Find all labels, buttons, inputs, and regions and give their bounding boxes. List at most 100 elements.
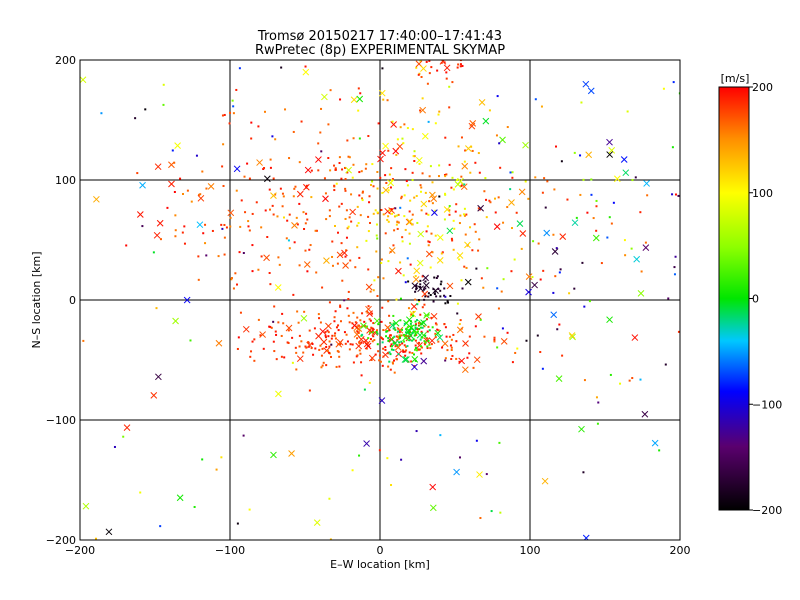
data-point [378, 359, 381, 362]
data-point [573, 151, 576, 154]
data-point [667, 297, 670, 300]
data-point [381, 306, 384, 309]
data-point [204, 242, 207, 245]
data-point [369, 221, 372, 224]
data-point [426, 345, 429, 348]
data-point [329, 538, 332, 540]
data-point [277, 256, 280, 259]
data-point [333, 184, 336, 187]
data-point [358, 454, 361, 457]
data-point [243, 175, 246, 178]
data-point [317, 142, 320, 145]
data-point [422, 288, 425, 291]
data-point [377, 323, 380, 326]
data-point [392, 336, 395, 339]
data-point [411, 352, 414, 355]
data-point-cross [405, 218, 413, 226]
data-point [339, 320, 342, 323]
data-point [457, 63, 460, 66]
data-point [421, 275, 424, 278]
data-point [375, 234, 378, 237]
data-point [356, 316, 359, 319]
data-point [421, 326, 424, 329]
data-point [580, 101, 583, 104]
data-point [339, 98, 342, 101]
data-point [506, 126, 509, 129]
data-point [320, 107, 323, 110]
data-point [315, 229, 318, 232]
data-point-cross [395, 267, 402, 275]
data-point [401, 236, 404, 239]
data-point-cross [303, 261, 311, 268]
data-point [303, 227, 306, 230]
data-point-cross [434, 329, 442, 337]
data-point-cross [388, 207, 395, 214]
data-point [319, 321, 322, 324]
data-point [257, 125, 260, 128]
data-point [377, 276, 380, 279]
data-point [199, 193, 202, 196]
data-point [264, 209, 267, 212]
data-point [640, 270, 643, 273]
data-point [282, 322, 285, 325]
data-point-cross [321, 93, 328, 101]
data-point-cross [420, 65, 427, 72]
data-point [460, 184, 463, 187]
data-point [474, 161, 477, 164]
data-point [662, 87, 665, 90]
data-point [387, 352, 390, 355]
data-point [358, 194, 361, 197]
data-point [257, 318, 260, 321]
data-point [372, 212, 375, 215]
data-point [460, 175, 463, 178]
data-point [378, 449, 381, 452]
data-point-cross [559, 233, 567, 240]
data-point [369, 290, 372, 293]
data-point-cross [637, 290, 645, 297]
data-point [415, 194, 418, 197]
data-point [337, 329, 340, 332]
data-point [304, 65, 307, 68]
data-point [496, 346, 499, 349]
data-point-cross [620, 156, 628, 163]
data-point-cross [458, 357, 466, 365]
data-point [238, 251, 241, 254]
data-point-cross [336, 251, 344, 259]
data-point [429, 266, 432, 269]
data-point [248, 229, 251, 232]
data-point-cross [585, 151, 593, 159]
data-point [328, 497, 331, 500]
data-point [412, 353, 415, 356]
data-point [390, 484, 393, 487]
data-point [221, 165, 224, 168]
data-point [469, 171, 472, 174]
data-point-cross [465, 145, 472, 152]
data-point-cross [413, 267, 421, 275]
data-point [393, 335, 396, 338]
data-point [279, 187, 282, 190]
data-point [396, 339, 399, 342]
data-point-cross [582, 80, 590, 88]
data-point [205, 254, 208, 257]
data-point [310, 169, 313, 172]
data-point [502, 221, 505, 224]
data-point [336, 231, 339, 234]
data-point-cross [357, 336, 365, 343]
data-point [232, 105, 235, 108]
data-point [440, 252, 443, 255]
data-point [293, 241, 296, 244]
data-point [324, 192, 327, 195]
data-point-cross [541, 477, 549, 485]
data-point [369, 319, 372, 322]
data-point [430, 66, 433, 69]
data-point [610, 222, 613, 225]
data-point [477, 152, 480, 155]
data-point [516, 347, 519, 350]
data-point [531, 276, 534, 279]
data-point [298, 202, 301, 205]
data-point [387, 300, 390, 303]
data-point-cross [473, 356, 481, 364]
colorbar-tick-label: 200 [752, 81, 773, 94]
data-point [387, 215, 390, 218]
data-point-cross [392, 319, 400, 327]
